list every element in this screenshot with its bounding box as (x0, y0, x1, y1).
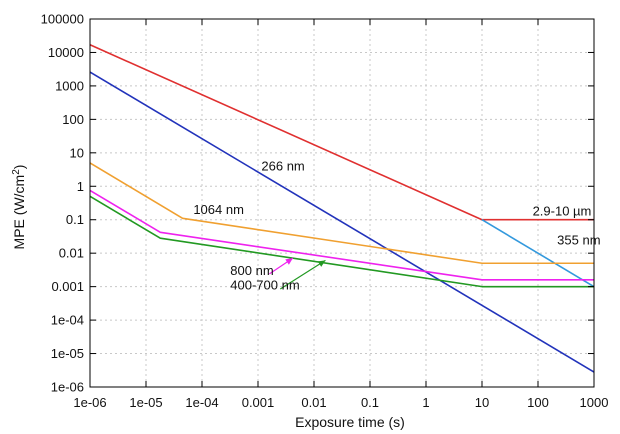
y-tick-label: 1 (77, 179, 84, 194)
y-axis-label-main: MPE (W/cm (11, 175, 27, 250)
y-tick-label: 0.01 (59, 246, 84, 261)
y-tick-label: 1e-04 (51, 313, 84, 328)
x-tick-label: 1000 (580, 395, 609, 410)
x-tick-label: 0.001 (242, 395, 275, 410)
tick-labels: 1e-06 1e-05 1e-04 0.001 0.01 0.1 1 10 100 1000 1e-… (41, 12, 609, 411)
series-line-blue (89, 71, 595, 373)
y-axis-label-end: ) (11, 165, 27, 170)
x-tick-label: 0.01 (301, 395, 326, 410)
y-tick-label: 1e-05 (51, 346, 84, 361)
x-tick-label: 1e-04 (185, 395, 218, 410)
tick-marks (89, 18, 595, 388)
label-arrows (269, 257, 326, 290)
series-labels: 2.9-10 µm 355 nm 266 nm 1064 nm 800 nm400-70… (193, 158, 600, 292)
arrow-green (279, 259, 326, 290)
y-tick-label: 100 (62, 112, 84, 127)
series-label-red: 2.9-10 µm (533, 203, 592, 218)
y-axis-label: MPE (W/cm2) (11, 165, 28, 250)
y-tick-label: 0.1 (66, 212, 84, 227)
series-line-orange (89, 162, 594, 265)
x-tick-label: 0.1 (361, 395, 379, 410)
x-tick-label: 1e-05 (129, 395, 162, 410)
x-tick-label: 1 (422, 395, 429, 410)
series-label-green: 400-700 nm (230, 278, 299, 293)
series-label-lightblue: 355 nm (557, 233, 600, 248)
series-label-blue: 266 nm (261, 158, 304, 173)
series-line-red (89, 44, 594, 221)
arrowhead-magenta (285, 258, 293, 265)
y-tick-label: 1e-06 (51, 380, 84, 395)
x-tick-label: 100 (527, 395, 549, 410)
x-tick-label: 1e-06 (73, 395, 106, 410)
series-label-magenta: 800 nm (230, 263, 273, 278)
plot-frame (89, 18, 595, 388)
series-label-orange: 1064 nm (193, 202, 244, 217)
y-tick-label: 0.001 (51, 279, 84, 294)
grid-lines (90, 19, 594, 387)
y-tick-label: 1000 (55, 78, 84, 93)
x-tick-label: 10 (475, 395, 489, 410)
arrowhead-green (317, 260, 326, 267)
series-line-lightblue (481, 219, 595, 288)
y-tick-label: 10000 (48, 45, 84, 60)
y-tick-label: 100000 (41, 12, 84, 27)
series-line-magenta (89, 189, 594, 281)
y-axis-label-superscript: 2 (11, 169, 22, 175)
x-axis-label: Exposure time (s) (295, 414, 405, 430)
series-lines (89, 44, 595, 373)
y-tick-label: 10 (70, 145, 84, 160)
